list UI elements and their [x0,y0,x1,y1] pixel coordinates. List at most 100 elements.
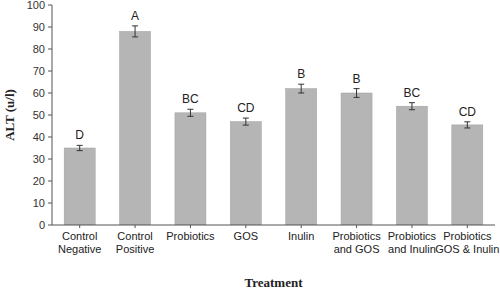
chart: D A BC CD B B BC CD 0 10 20 30 40 50 60 70 80 90 100 Contro… [0,0,500,295]
error-bar [464,122,470,128]
x-tick [79,225,80,228]
x-tick-label: Inulin [288,230,314,242]
error-cap [132,36,138,37]
x-axis [52,225,495,226]
annotation: B [353,72,361,86]
error-bar [77,145,83,150]
error-bar [132,26,138,37]
error-cap [77,150,83,151]
label-line: GOS & Inulin [435,243,499,255]
y-tick-label: 100 [27,0,45,11]
y-tick-label: 50 [33,109,45,121]
annotation: CD [459,105,477,119]
label-line: Negative [58,243,101,255]
error-bar [298,84,304,93]
error-cap [187,109,193,110]
x-tick-label: ControlPositive [116,230,155,255]
error-stem [190,109,191,116]
y-tick-label: 0 [39,219,45,231]
y-tick-label: 40 [33,131,45,143]
annotation: BC [404,86,421,100]
error-bar [354,89,360,98]
error-bar [243,118,249,125]
y-tick-label: 60 [33,87,45,99]
x-tick [245,225,246,228]
label-line: and Inulin [388,243,436,255]
error-cap [354,88,360,89]
x-tick-label: ControlNegative [58,230,101,255]
x-tick [356,225,357,228]
error-cap [132,25,138,26]
annotation: D [75,128,84,142]
y-tick [48,203,52,204]
bar [64,148,95,225]
error-cap [298,84,304,85]
error-bar [409,103,415,110]
label-line: Probiotics [443,230,492,242]
error-bar [187,109,193,116]
y-tick-label: 20 [33,175,45,187]
error-stem [356,89,357,98]
bar [175,113,206,225]
label-line: Positive [116,243,155,255]
error-cap [298,93,304,94]
error-cap [187,116,193,117]
y-tick [48,27,52,28]
y-axis-title: ALT (u/l) [2,89,17,141]
error-cap [354,97,360,98]
y-tick [48,93,52,94]
y-tick [48,159,52,160]
y-tick-label: 80 [33,43,45,55]
label-line: Inulin [288,230,314,242]
annotation: BC [182,92,199,106]
x-tick [190,225,191,228]
bar [286,89,317,225]
x-tick-label: Probioticsand Inulin [388,230,437,255]
error-cap [77,145,83,146]
x-tick [411,225,412,228]
annotation: A [131,9,139,23]
error-cap [464,121,470,122]
error-cap [243,118,249,119]
bar [452,125,483,225]
x-tick [135,225,136,228]
error-cap [409,109,415,110]
x-tick-label: Probiotics [166,230,215,242]
y-tick [48,137,52,138]
error-stem [79,145,80,150]
y-tick [48,49,52,50]
y-tick-label: 70 [33,65,45,77]
annotation: CD [237,101,255,115]
x-tick-label: GOS [234,230,258,242]
error-stem [245,118,246,125]
bar [396,106,427,225]
x-tick-label: Probioticsand GOS [332,230,381,255]
annotation: B [297,67,305,81]
label-line: Control [117,230,152,242]
x-tick [301,225,302,228]
y-tick-label: 10 [33,197,45,209]
bars [64,26,483,225]
page: {"chart_data": {"type": "bar", "x_label"… [0,0,500,295]
error-stem [301,84,302,93]
bar [120,31,151,225]
label-line: and GOS [334,243,380,255]
error-cap [464,127,470,128]
error-stem [135,26,136,37]
y-tick [48,181,52,182]
y-tick-label: 90 [33,21,45,33]
error-cap [409,102,415,103]
label-line: Probiotics [332,230,381,242]
bar [230,122,261,225]
y-tick [48,225,52,226]
label-line: Control [62,230,97,242]
y-tick-label: 30 [33,153,45,165]
label-line: Probiotics [166,230,215,242]
x-tick-label: ProbioticsGOS & Inulin [435,230,499,255]
x-axis-title: Treatment [245,275,304,290]
y-tick [48,5,52,6]
error-stem [411,103,412,110]
label-line: Probiotics [388,230,437,242]
y-tick [48,71,52,72]
y-tick [48,115,52,116]
